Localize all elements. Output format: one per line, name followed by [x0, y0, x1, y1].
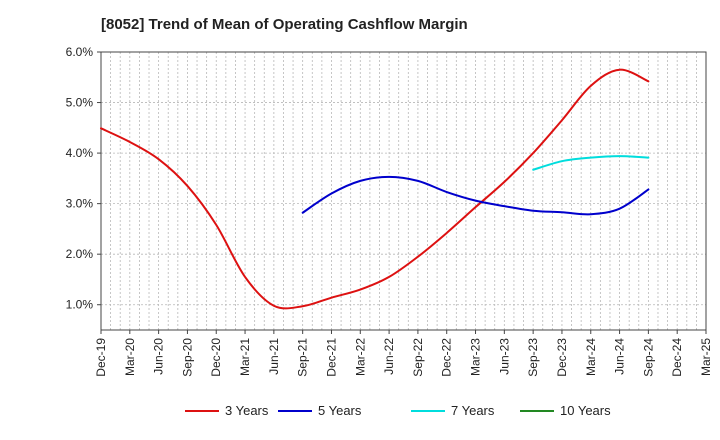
- x-tick-label: Sep-20: [180, 338, 194, 377]
- x-tick-label: Mar-22: [353, 338, 367, 376]
- x-tick-label: Mar-24: [584, 338, 598, 376]
- x-tick-label: Sep-23: [526, 338, 540, 377]
- y-tick-label: 6.0%: [66, 45, 94, 59]
- x-tick-label: Dec-21: [324, 338, 338, 377]
- legend-item: 3 Years: [185, 403, 269, 418]
- x-tick-label: Dec-22: [440, 338, 454, 377]
- x-tick-label: Dec-19: [94, 338, 108, 377]
- x-tick-label: Mar-21: [238, 338, 252, 376]
- series-line-5-years: [301, 175, 650, 216]
- x-tick-label: Mar-20: [123, 338, 137, 376]
- legend-item: 10 Years: [520, 403, 611, 418]
- x-tick-label: Jun-20: [152, 338, 166, 375]
- grid-layer: [101, 51, 706, 330]
- x-tick-label: Jun-21: [267, 338, 281, 375]
- x-tick-label: Jun-23: [497, 338, 511, 375]
- x-tick-label: Sep-24: [641, 338, 655, 377]
- x-tick-label: Mar-23: [469, 338, 483, 376]
- legend-label: 3 Years: [225, 403, 269, 418]
- y-tick-label: 1.0%: [66, 298, 94, 312]
- x-tick-label: Mar-25: [699, 338, 713, 376]
- legend-item: 5 Years: [278, 403, 362, 418]
- y-tick-label: 3.0%: [66, 197, 94, 211]
- y-tick-label: 5.0%: [66, 96, 94, 110]
- x-tick-label: Dec-23: [555, 338, 569, 377]
- x-tick-label: Sep-21: [296, 338, 310, 377]
- x-tick-label: Dec-24: [670, 338, 684, 377]
- x-tick-label: Jun-22: [382, 338, 396, 375]
- plot-frame: [100, 51, 707, 331]
- legend-label: 7 Years: [451, 403, 495, 418]
- series-line-7-years: [532, 155, 650, 171]
- x-tick-label: Dec-20: [209, 338, 223, 377]
- series-line-3-years: [100, 68, 650, 310]
- legend-item: 7 Years: [411, 403, 495, 418]
- series-layer: [100, 68, 650, 310]
- legend-layer: 3 Years 5 Years 7 Years 10 Years: [185, 403, 611, 418]
- x-tick-label: Jun-24: [613, 338, 627, 375]
- x-tick-label: Sep-22: [411, 338, 425, 377]
- plot-area: [101, 52, 706, 330]
- legend-label: 10 Years: [560, 403, 611, 418]
- y-tick-label: 4.0%: [66, 146, 94, 160]
- chart-title: [8052] Trend of Mean of Operating Cashfl…: [101, 16, 468, 33]
- axis-layer: 1.0% 2.0% 3.0% 4.0% 5.0% 6.0% Dec-19 Mar-20 Jun-…: [66, 45, 713, 377]
- legend-label: 5 Years: [318, 403, 362, 418]
- y-tick-label: 2.0%: [66, 247, 94, 261]
